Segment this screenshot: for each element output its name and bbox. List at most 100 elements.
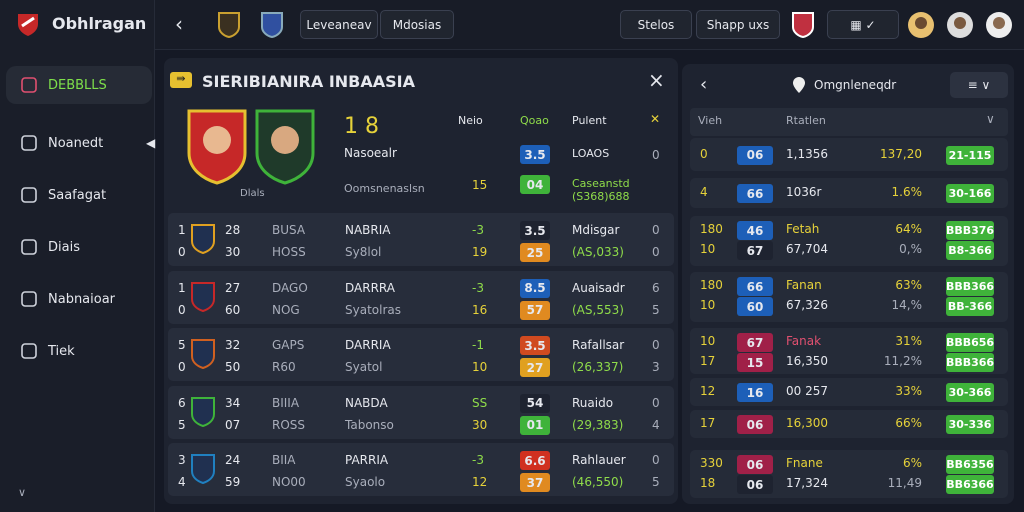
team-name: PARRIA — [345, 453, 389, 467]
side-rank: 12 — [700, 384, 716, 398]
menu-button[interactable]: ≡ ∨ — [950, 72, 1008, 98]
team-name: Syatol — [345, 360, 383, 374]
team-badge — [218, 12, 240, 39]
number: 30 — [225, 245, 241, 259]
header-value: 15 — [472, 178, 488, 192]
nav-item[interactable]: Diais — [6, 228, 152, 266]
number: 28 — [225, 223, 241, 237]
end-value: 3 — [652, 360, 660, 374]
team-name: DARRIA — [345, 338, 391, 352]
diff: SS — [472, 395, 488, 410]
back-button[interactable]: ‹ — [700, 74, 708, 95]
info: Auaisadr — [572, 280, 625, 295]
avatar[interactable] — [985, 11, 1013, 39]
rank: 1 — [178, 223, 186, 237]
match-row — [168, 328, 674, 381]
side-title: Omgnleneqdr — [814, 78, 897, 92]
nav-icon — [21, 77, 37, 93]
team-name: Syaolo — [345, 475, 386, 489]
rank: 4 — [178, 475, 186, 489]
side-pct: 1.6% — [891, 185, 923, 199]
nav-item[interactable]: Saafagat — [6, 176, 152, 214]
side-odds[interactable]: 30-366 — [946, 383, 994, 402]
side-box: 66 — [737, 277, 773, 296]
side-odds[interactable]: BBB366 — [946, 277, 994, 296]
info: Rahlauer — [572, 453, 626, 467]
nav-item[interactable]: Nabnaioar — [6, 280, 152, 318]
side-rank: 18 — [700, 476, 716, 490]
avatar[interactable] — [946, 11, 974, 39]
match-score: 1 8 — [344, 114, 379, 139]
odds-box: 27 — [520, 358, 550, 377]
nav-item[interactable]: Noanedt — [6, 124, 152, 162]
side-label: Fnane — [786, 456, 823, 470]
side-odds[interactable]: B8-366 — [946, 241, 994, 260]
toolbar-button[interactable]: Stelos — [620, 10, 692, 39]
side-box: 66 — [737, 184, 773, 203]
side-odds[interactable]: BB-366 — [946, 297, 994, 316]
nav-item[interactable]: DEBBLLS — [6, 66, 152, 104]
team-name: Sy8lol — [345, 245, 382, 259]
topbar: ‹ ▦ ✓ — [155, 0, 1024, 50]
diff: 16 — [472, 302, 488, 317]
odds-box: 01 — [520, 415, 550, 435]
side-odds[interactable]: BB6366 — [946, 475, 994, 494]
team-code: NOG — [272, 302, 300, 317]
close-button[interactable]: × — [648, 68, 665, 92]
side-odds[interactable]: 21-115 — [946, 145, 994, 165]
nav-icon — [21, 135, 37, 151]
side-box: 06 — [737, 475, 773, 494]
side-odds[interactable]: BBB366 — [946, 353, 994, 372]
brand-name: Obhlragan — [52, 14, 147, 33]
match-subtitle: Oomsnenaslsn — [344, 182, 425, 195]
back-button[interactable]: ‹ — [175, 12, 183, 36]
side-box: 15 — [737, 353, 773, 372]
diff: -3 — [472, 280, 484, 295]
column-header: Pulent — [572, 114, 607, 127]
diff: -3 — [472, 223, 484, 237]
side-label: 00 257 — [786, 384, 828, 398]
nav-item[interactable]: Tiek — [6, 332, 152, 370]
side-label: 16,350 — [786, 354, 828, 368]
info: (26,337) — [572, 360, 624, 374]
side-odds[interactable]: BB6356 — [946, 455, 994, 474]
end-value: 0 — [652, 395, 660, 410]
number: 32 — [225, 338, 241, 352]
side-pct: 64% — [895, 222, 922, 236]
info: (AS,553) — [572, 302, 624, 317]
tab[interactable]: Leveaneav — [300, 10, 378, 39]
side-odds[interactable]: 30-166 — [946, 184, 994, 203]
side-pct: 11,2% — [883, 354, 922, 368]
header-text: LOAOS — [572, 147, 610, 160]
side-odds[interactable]: 30-336 — [946, 415, 994, 434]
side-box: 67 — [737, 241, 773, 260]
side-box: 06 — [737, 415, 773, 434]
team-name: Tabonso — [345, 417, 394, 432]
rank: 5 — [178, 338, 186, 352]
odds-box: 25 — [520, 243, 550, 262]
side-pct: 66% — [895, 416, 922, 430]
nav-icon — [21, 187, 37, 203]
toolbar-button[interactable]: Shapp uxs — [696, 10, 780, 39]
number: 50 — [225, 360, 241, 374]
rank: 0 — [178, 360, 186, 374]
sort-toggle[interactable]: ∨ — [986, 112, 995, 126]
side-label: 17,324 — [786, 476, 828, 490]
tool-button[interactable]: ▦ ✓ — [827, 10, 899, 39]
side-label: 1036r — [786, 185, 822, 199]
end-value: 5 — [652, 302, 660, 317]
team-name: NABRIA — [345, 223, 391, 237]
tab[interactable]: Mdosias — [380, 10, 454, 39]
number: 59 — [225, 475, 241, 489]
side-rank: 180 — [700, 222, 723, 236]
avatar[interactable] — [907, 11, 935, 39]
side-pct: 33% — [895, 384, 922, 398]
side-box: 06 — [737, 145, 773, 165]
side-odds[interactable]: BBB656 — [946, 333, 994, 352]
side-odds[interactable]: BBB376 — [946, 221, 994, 240]
end-value: 0 — [652, 338, 660, 352]
header-box: 04 — [520, 175, 550, 194]
collapse[interactable]: ∨ — [18, 486, 27, 499]
team-badge — [792, 12, 814, 39]
nav-caret: ◀ — [146, 136, 156, 150]
